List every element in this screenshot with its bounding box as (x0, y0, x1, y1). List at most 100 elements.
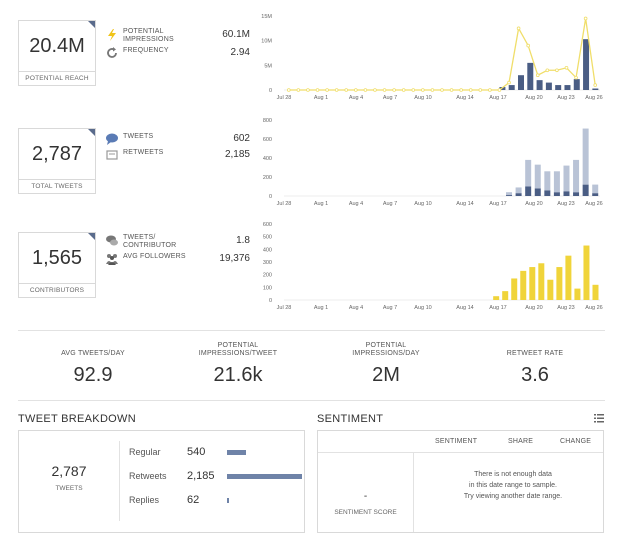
x-tick-label: Aug 26 (585, 95, 602, 101)
reach-point (392, 88, 396, 92)
retweets-bar (506, 192, 513, 196)
message-line: in this date range to sample. (469, 482, 557, 489)
contributors-card[interactable]: 1,565 CONTRIBUTORS (18, 232, 96, 298)
retweets-bar (515, 187, 522, 194)
total-tweets-value: 2,787 (31, 143, 83, 165)
retweets-bar (553, 171, 560, 193)
sentiment-score-label: SENTIMENT SCORE (334, 509, 397, 516)
reach-point (363, 88, 368, 92)
x-tick-label: Aug 4 (349, 201, 363, 207)
x-tick-label: Aug 14 (456, 305, 473, 311)
reach-point (325, 88, 329, 92)
metric-label-line1: FREQUENCY (123, 47, 169, 54)
column-header-change[interactable]: CHANGE (560, 438, 592, 445)
x-tick-label: Aug 10 (414, 305, 431, 311)
x-tick-label: Aug 23 (557, 201, 574, 207)
reach-point (555, 68, 559, 73)
potential-reach-label: POTENTIAL REACH (19, 71, 95, 85)
x-tick-label: Aug 20 (525, 95, 542, 101)
breakdown-label: Regular (129, 447, 161, 457)
metric-retweets: RETWEETS 2,185 (105, 148, 250, 162)
column-header-sentiment[interactable]: SENTIMENT (435, 438, 478, 445)
list-icon[interactable] (594, 414, 604, 423)
breakdown-value: 540 (187, 446, 206, 458)
reach-point (306, 88, 310, 92)
x-tick-label: Aug 20 (525, 201, 542, 207)
breakdown-bar (227, 450, 246, 455)
impressions-bar (527, 62, 534, 90)
metric-value: 1.8 (236, 235, 250, 246)
x-tick-label: Jul 28 (277, 95, 292, 101)
x-tick-label: Aug 17 (489, 201, 506, 207)
breakdown-bar (227, 498, 230, 503)
reach-point (574, 75, 578, 80)
x-tick-label: Aug 17 (489, 305, 506, 311)
message-line: There is not enough data (474, 471, 552, 478)
breakdown-row-replies: Replies 62 (129, 493, 299, 507)
lightning-icon (108, 29, 116, 41)
breakdown-value: 2,185 (187, 470, 215, 482)
y-tick-label: 600 (263, 222, 272, 228)
tweets-chart[interactable]: 800 600 400 200 0 Jul 28 Aug 1 Aug 4 Aug 7 Aug 10… (256, 112, 606, 212)
section-tweets: 2,787 TOTAL TWEETS TWEETS 602 RETWEETS 2… (0, 108, 621, 213)
speech-bubble-icon (106, 133, 118, 145)
reach-point (401, 88, 406, 92)
stat-impressions-per-tweet: POTENTIAL IMPRESSIONS/TWEET 21.6k (163, 340, 313, 387)
tweet-breakdown-panel: 2,787 TWEETS Regular 540 Retweets 2,185 … (18, 430, 305, 533)
x-tick-label: Aug 17 (489, 95, 506, 101)
reach-point (459, 88, 463, 92)
impressions-bar (555, 85, 562, 90)
tweets-bar (563, 191, 570, 196)
tweets-bar (592, 193, 599, 196)
y-tick-label: 10M (261, 39, 272, 45)
metric-potential-impressions: POTENTIAL IMPRESSIONS 60.1M (105, 28, 250, 43)
breakdown-bar (227, 474, 302, 479)
reach-point (421, 88, 425, 92)
contributors-chart[interactable]: 600 500 400 300 200 100 0 Jul 28 Aug 1 Aug 4 Aug 7… (256, 216, 606, 316)
retweets-bar (544, 171, 551, 191)
stat-value: 3.6 (521, 364, 549, 386)
y-tick-label: 200 (263, 273, 272, 279)
metric-label-line2: CONTRIBUTOR (123, 241, 177, 249)
x-tick-label: Aug 10 (414, 201, 431, 207)
contributors-bar (529, 267, 536, 300)
potential-reach-card[interactable]: 20.4M POTENTIAL REACH (18, 20, 96, 86)
reach-point (593, 83, 598, 87)
x-tick-label: Aug 7 (383, 305, 397, 311)
reach-point (373, 88, 377, 92)
column-header-share[interactable]: SHARE (508, 438, 534, 445)
y-tick-label: 400 (263, 156, 272, 162)
stat-label: POTENTIAL IMPRESSIONS/TWEET (198, 342, 278, 357)
impressions-bar (518, 75, 524, 90)
stat-value: 21.6k (213, 364, 263, 386)
x-tick-label: Jul 28 (277, 305, 292, 311)
total-tweets-card[interactable]: 2,787 TOTAL TWEETS (18, 128, 96, 194)
tweets-bar (506, 195, 513, 196)
total-tweets-count: 2,787 (51, 463, 87, 479)
divider (18, 330, 605, 331)
divider (119, 441, 120, 521)
metric-avg-followers: AVG FOLLOWERS 19,376 (105, 252, 250, 266)
total-tweets-caption: TWEETS (55, 485, 83, 492)
reach-point (535, 73, 540, 77)
reach-line (288, 18, 596, 91)
sentiment-score-cell: - SENTIMENT SCORE (318, 453, 414, 532)
x-tick-label: Aug 7 (383, 95, 397, 101)
metric-tweets: TWEETS 602 (105, 132, 250, 146)
reach-point (334, 88, 339, 92)
impressions-chart[interactable]: 15M 10M 5M 0 Jul 28 Aug 1 Aug 4 Aug 7 Aug 10 Aug … (256, 8, 606, 108)
x-tick-label: Aug 14 (456, 201, 473, 207)
contributors-bar (565, 255, 572, 300)
retweets-bar (534, 164, 541, 189)
tweets-bar (582, 184, 589, 196)
x-tick-label: Aug 26 (585, 201, 602, 207)
tweets-bar (573, 192, 580, 196)
contributors-bar (520, 270, 527, 300)
reach-point (411, 88, 416, 92)
x-tick-label: Aug 26 (585, 305, 602, 311)
reach-point (488, 88, 492, 92)
x-tick-label: Aug 1 (314, 305, 328, 311)
y-tick-label: 200 (263, 175, 272, 181)
metric-label-line1: POTENTIAL (123, 28, 164, 35)
sentiment-panel: SENTIMENT SHARE CHANGE - SENTIMENT SCORE… (317, 430, 604, 533)
